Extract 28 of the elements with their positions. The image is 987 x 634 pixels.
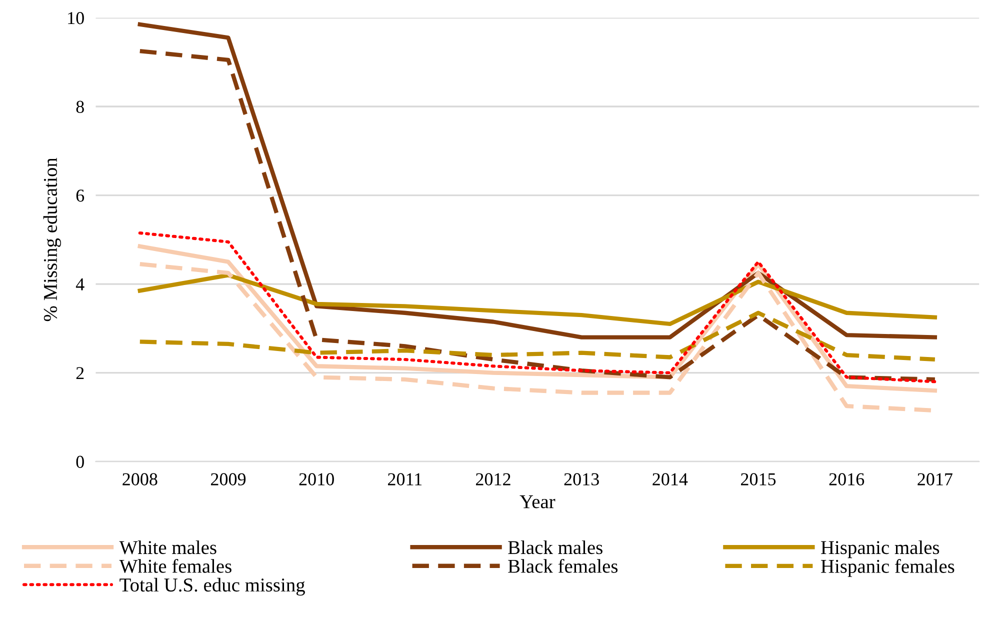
- y-tick-label: 0: [76, 456, 84, 468]
- legend-label: White females: [119, 558, 232, 573]
- y-axis-title: % Missing education: [43, 158, 62, 322]
- x-tick-label: 2012: [476, 473, 510, 486]
- legend-label: White males: [119, 540, 216, 554]
- line-series: [138, 310, 938, 362]
- x-tick-label: 2009: [210, 473, 246, 486]
- y-tick-label: 2: [76, 367, 84, 380]
- x-tick-label: 2008: [122, 473, 158, 486]
- legend-label: Black males: [508, 540, 602, 554]
- y-tick-label: 8: [76, 100, 84, 113]
- legend-label: Hispanic males: [821, 540, 940, 558]
- y-tick-label: 6: [76, 190, 84, 202]
- x-tick-label: 2011: [388, 473, 422, 486]
- x-tick-label: 2014: [652, 473, 688, 486]
- x-tick-label: 2015: [741, 473, 776, 486]
- x-axis-title: Year: [520, 495, 556, 508]
- y-tick-label: 4: [76, 278, 84, 290]
- legend-label: Total U.S. educ missing: [120, 578, 305, 596]
- x-tick-label: 2016: [829, 473, 864, 486]
- legend-label: Hispanic females: [821, 559, 954, 577]
- legend-label: Black females: [508, 558, 618, 573]
- line-series: [138, 22, 938, 340]
- y-tick-label: 10: [68, 12, 84, 24]
- line-series: [138, 273, 938, 326]
- x-tick-label: 2013: [564, 473, 599, 486]
- x-tick-label: 2010: [299, 473, 334, 486]
- x-tick-label: 2017: [918, 473, 952, 486]
